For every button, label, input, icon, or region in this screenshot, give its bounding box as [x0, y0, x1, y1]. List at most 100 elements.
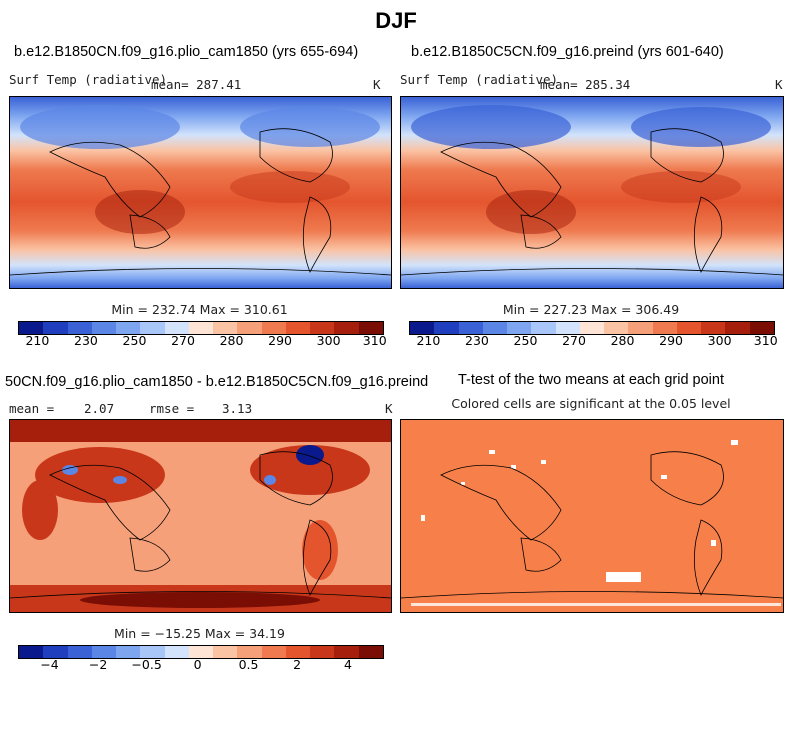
panel3-rmse-value: 3.13: [222, 401, 253, 416]
panel3-title: 50CN.f09_g16.plio_cam1850 - b.e12.B1850C…: [5, 374, 429, 390]
colorbar-cell-7: [188, 322, 214, 334]
colorbar-difference: [18, 645, 384, 659]
colorbar-cell-12: [310, 646, 335, 658]
colorbar-cell-6: [555, 322, 580, 334]
colorbar-cell-7: [579, 322, 605, 334]
colorbar-tick-label: 310: [753, 333, 778, 348]
colorbar-cell-2: [458, 322, 483, 334]
panel4-title: T-test of the two means at each grid poi…: [458, 372, 724, 388]
panel2-variable: Surf Temp (radiative): [400, 72, 559, 87]
colorbar-tick-label: 300: [316, 333, 341, 348]
colorbar-cell-2: [67, 646, 92, 658]
colorbar-cell-11: [676, 322, 702, 334]
colorbar-absolute-2: [409, 321, 775, 335]
colorbar-tick-label: 210: [25, 333, 50, 348]
colorbar-cell-6: [164, 646, 189, 658]
colorbar-cell-4: [116, 646, 141, 658]
panel3-mean-value: 2.07: [84, 401, 115, 416]
colorbar-cell-4: [116, 322, 141, 334]
colorbar-cell-7: [188, 646, 214, 658]
colorbar-cell-1: [434, 322, 459, 334]
colorbar-cell-9: [628, 322, 653, 334]
panel2-map: [400, 96, 784, 289]
panel1-coastlines: [10, 128, 391, 276]
colorbar-cell-6: [164, 322, 189, 334]
panel1-units: K: [373, 77, 381, 92]
colorbar-tick-label: 270: [171, 333, 195, 348]
colorbar-cell-2: [67, 322, 92, 334]
colorbar-tick-label: 280: [610, 333, 635, 348]
colorbar-cell-10: [652, 322, 677, 334]
panel1-stats: Min = 232.74 Max = 310.61: [111, 302, 288, 317]
colorbar-tick-label: 230: [465, 333, 489, 348]
colorbar-cell-8: [604, 322, 629, 334]
panel3-stats: Min = −15.25 Max = 34.19: [114, 626, 285, 641]
panel1-mean: mean= 287.41: [151, 77, 242, 92]
colorbar-cell-4: [507, 322, 532, 334]
panel2-stats: Min = 227.23 Max = 306.49: [502, 302, 680, 317]
colorbar-cell-1: [43, 322, 68, 334]
panel4-subtitle: Colored cells are significant at the 0.0…: [451, 396, 731, 411]
colorbar-cell-0: [19, 646, 44, 658]
page-title: DJF: [375, 8, 417, 33]
colorbar-tick-label: 0.5: [238, 657, 259, 672]
colorbar-cell-14: [358, 646, 383, 658]
panel4-map: [400, 419, 784, 613]
colorbar-cell-0: [410, 322, 435, 334]
colorbar-tick-label: 2: [293, 657, 302, 672]
colorbar-cell-11: [285, 646, 311, 658]
colorbar-absolute-1: [18, 321, 384, 335]
colorbar-cell-12: [310, 322, 335, 334]
panel3-map: [9, 419, 392, 613]
panel1-map-svg: [10, 97, 391, 288]
panel4-nonsignificant-cells: [411, 440, 781, 606]
colorbar-tick-label: −2: [88, 657, 108, 672]
panel1-title: b.e12.B1850CN.f09_g16.plio_cam1850 (yrs …: [14, 44, 359, 60]
panel4-map-svg: [401, 420, 783, 612]
panel2-map-svg: [401, 97, 783, 288]
panel2-coastlines: [401, 128, 783, 276]
colorbar-tick-label: −0.5: [131, 657, 162, 672]
panel2-units: K: [775, 77, 783, 92]
colorbar-cell-13: [334, 646, 359, 658]
colorbar-cell-9: [237, 646, 262, 658]
colorbar-cell-3: [91, 646, 117, 658]
panel2-title: b.e12.B1850C5CN.f09_g16.preind (yrs 601-…: [411, 44, 724, 60]
panel3-map-svg: [10, 420, 391, 612]
panel1-variable: Surf Temp (radiative): [9, 72, 168, 87]
colorbar-tick-label: 270: [562, 333, 586, 348]
panel3-coastlines: [10, 451, 391, 599]
colorbar-cell-3: [482, 322, 508, 334]
colorbar-tick-label: 310: [362, 333, 387, 348]
colorbar-cell-0: [19, 322, 44, 334]
colorbar-tick-label: 300: [707, 333, 732, 348]
colorbar-cell-5: [140, 322, 165, 334]
panel2-mean: mean= 285.34: [540, 77, 631, 92]
colorbar-tick-label: 0: [193, 657, 202, 672]
colorbar-tick-label: 290: [659, 333, 684, 348]
colorbar-cell-13: [725, 322, 750, 334]
colorbar-cell-10: [261, 646, 286, 658]
colorbar-tick-label: 4: [344, 657, 352, 672]
colorbar-cell-10: [261, 322, 286, 334]
colorbar-cell-5: [140, 646, 165, 658]
colorbar-cell-14: [749, 322, 774, 334]
colorbar-cell-12: [701, 322, 726, 334]
colorbar-cell-5: [531, 322, 556, 334]
colorbar-cell-1: [43, 646, 68, 658]
panel3-mean-label: mean =: [9, 401, 55, 416]
colorbar-cell-3: [91, 322, 117, 334]
colorbar-tick-label: 230: [74, 333, 98, 348]
colorbar-tick-label: −4: [40, 657, 59, 672]
panel1-map: [9, 96, 392, 289]
colorbar-tick-label: 210: [416, 333, 441, 348]
colorbar-cell-9: [237, 322, 262, 334]
colorbar-tick-label: 290: [268, 333, 293, 348]
colorbar-cell-8: [213, 646, 238, 658]
colorbar-cell-14: [358, 322, 383, 334]
colorbar-tick-label: 250: [513, 333, 538, 348]
panel4-coastlines: [401, 451, 783, 599]
colorbar-tick-label: 280: [219, 333, 244, 348]
colorbar-cell-13: [334, 322, 359, 334]
panel3-rmse-label: rmse =: [149, 401, 195, 416]
